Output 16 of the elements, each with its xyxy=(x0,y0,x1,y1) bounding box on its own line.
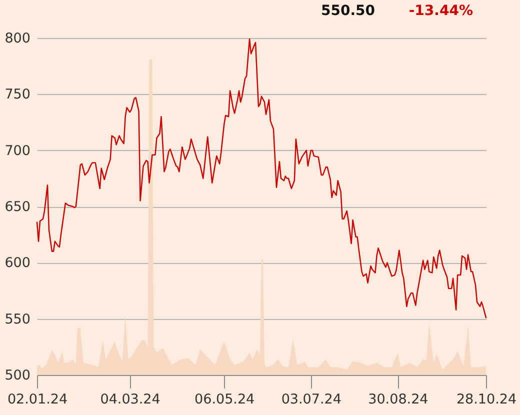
y-tick-label: 700 xyxy=(4,142,30,159)
y-tick-label: 650 xyxy=(4,199,30,215)
y-tick-label: 550 xyxy=(4,311,30,328)
y-tick-label: 600 xyxy=(4,255,30,272)
x-tick-label: 06.05.24 xyxy=(194,392,255,408)
x-tick-label: 30.08.24 xyxy=(368,392,428,408)
y-tick-label: 800 xyxy=(4,30,30,46)
x-tick-label: 03.07.24 xyxy=(281,392,342,408)
y-tick-label: 750 xyxy=(4,86,30,103)
x-tick-label: 02.01.24 xyxy=(7,392,68,408)
y-tick-label: 500 xyxy=(4,368,30,384)
x-tick-label: 28.10.24 xyxy=(456,392,517,408)
line-series xyxy=(36,38,487,318)
text: 550.50 xyxy=(320,3,376,19)
x-tick-label: 04.03.24 xyxy=(100,392,160,408)
text: -13.44% xyxy=(408,3,473,19)
